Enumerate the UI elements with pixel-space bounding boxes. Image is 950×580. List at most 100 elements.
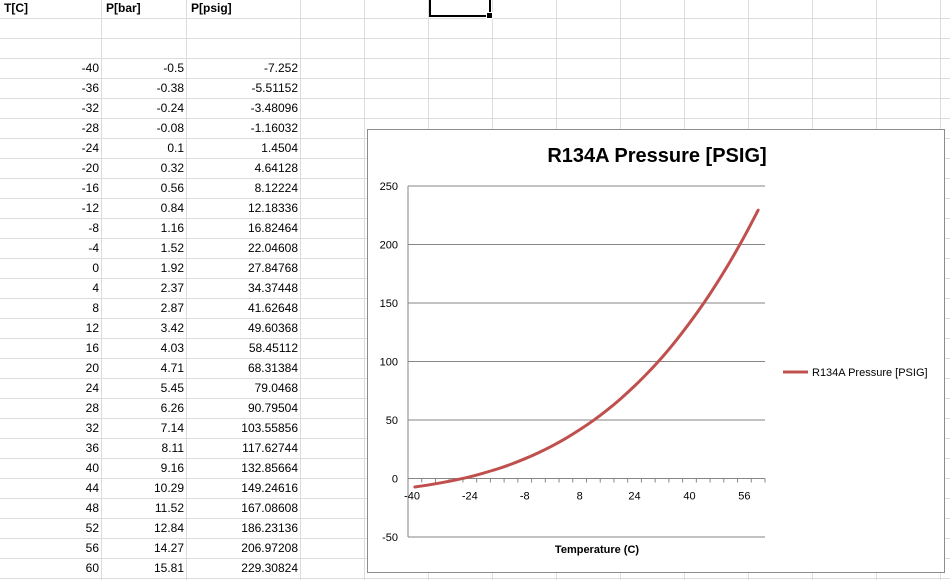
cell-p-psig[interactable]: 27.84768 bbox=[247, 261, 298, 275]
cell-p-bar[interactable]: 15.81 bbox=[153, 561, 184, 575]
header-cell-p-bar[interactable]: P[bar] bbox=[106, 1, 141, 15]
cell-p-psig[interactable]: 8.12224 bbox=[254, 181, 298, 195]
cell-temp-c[interactable]: -12 bbox=[81, 201, 99, 215]
cell-temp-c[interactable]: -4 bbox=[88, 241, 99, 255]
cell-p-bar[interactable]: -0.38 bbox=[156, 81, 184, 95]
cell-temp-c[interactable]: 12 bbox=[85, 321, 99, 335]
cell-temp-c[interactable]: 60 bbox=[85, 561, 99, 575]
grid-row-line bbox=[0, 118, 950, 119]
cell-p-bar[interactable]: -0.24 bbox=[156, 101, 184, 115]
cell-p-bar[interactable]: 12.84 bbox=[153, 521, 184, 535]
cell-temp-c[interactable]: -36 bbox=[81, 81, 99, 95]
cell-p-psig[interactable]: 22.04608 bbox=[247, 241, 298, 255]
data-point bbox=[427, 483, 430, 486]
cell-p-psig[interactable]: 103.55856 bbox=[241, 421, 298, 435]
data-point bbox=[468, 475, 471, 478]
chart-object[interactable]: R134A Pressure [PSIG] -50 0 50 100 150 200 250 -… bbox=[367, 129, 945, 573]
cell-temp-c[interactable]: 36 bbox=[85, 441, 99, 455]
grid-row-line bbox=[0, 98, 950, 99]
cell-p-bar[interactable]: 2.37 bbox=[160, 281, 184, 295]
cell-p-bar[interactable]: 4.71 bbox=[160, 361, 184, 375]
cell-p-bar[interactable]: 11.52 bbox=[154, 501, 184, 515]
fill-handle[interactable] bbox=[486, 12, 493, 19]
cell-p-psig[interactable]: 1.4504 bbox=[261, 141, 298, 155]
cell-p-psig[interactable]: 58.45112 bbox=[248, 341, 298, 355]
cell-p-psig[interactable]: 132.85664 bbox=[241, 461, 298, 475]
x-tick-label: 24 bbox=[628, 491, 640, 503]
cell-p-psig[interactable]: -3.48096 bbox=[250, 101, 298, 115]
cell-p-bar[interactable]: 0.56 bbox=[160, 181, 184, 195]
cell-p-psig[interactable]: 79.0468 bbox=[254, 381, 298, 395]
cell-p-bar[interactable]: 0.84 bbox=[160, 201, 184, 215]
x-tick-label: 8 bbox=[577, 491, 583, 503]
chart-svg: R134A Pressure [PSIG] -50 0 50 100 150 200 250 -… bbox=[380, 145, 928, 556]
cell-temp-c[interactable]: 16 bbox=[85, 341, 99, 355]
cell-p-bar[interactable]: 9.16 bbox=[160, 461, 184, 475]
cell-temp-c[interactable]: 56 bbox=[85, 541, 99, 555]
cell-p-psig[interactable]: -5.51152 bbox=[251, 81, 298, 95]
cell-temp-c[interactable]: -24 bbox=[81, 141, 99, 155]
cell-p-bar[interactable]: 6.26 bbox=[160, 401, 184, 415]
cell-temp-c[interactable]: 4 bbox=[92, 281, 99, 295]
cell-temp-c[interactable]: 20 bbox=[85, 361, 99, 375]
cell-p-bar[interactable]: 10.29 bbox=[153, 481, 184, 495]
data-point bbox=[702, 302, 705, 305]
cell-temp-c[interactable]: 8 bbox=[92, 301, 99, 315]
data-point bbox=[661, 356, 664, 359]
active-cell-selection[interactable] bbox=[429, 0, 493, 19]
cell-p-bar[interactable]: 1.16 bbox=[160, 221, 184, 235]
cell-p-psig[interactable]: 34.37448 bbox=[247, 281, 298, 295]
y-tick-label: 200 bbox=[380, 240, 398, 252]
cell-p-bar[interactable]: 7.14 bbox=[160, 421, 184, 435]
cell-temp-c[interactable]: 0 bbox=[92, 261, 99, 275]
cell-temp-c[interactable]: -8 bbox=[88, 221, 99, 235]
cell-p-bar[interactable]: 0.1 bbox=[167, 141, 184, 155]
cell-p-psig[interactable]: 186.23136 bbox=[241, 521, 298, 535]
header-cell-p-psig[interactable]: P[psig] bbox=[191, 1, 232, 15]
cell-p-bar[interactable]: 3.42 bbox=[160, 321, 184, 335]
cell-temp-c[interactable]: -16 bbox=[81, 181, 99, 195]
cell-temp-c[interactable]: 52 bbox=[85, 521, 99, 535]
y-tick-label: 50 bbox=[386, 415, 398, 427]
cell-p-bar[interactable]: 5.45 bbox=[160, 381, 184, 395]
cell-p-bar[interactable]: 4.03 bbox=[160, 341, 184, 355]
cell-p-psig[interactable]: 229.30824 bbox=[241, 561, 298, 575]
y-tick-label: 0 bbox=[392, 474, 398, 486]
cell-p-bar[interactable]: -0.08 bbox=[156, 121, 184, 135]
cell-p-psig[interactable]: -1.16032 bbox=[250, 121, 298, 135]
cell-temp-c[interactable]: -28 bbox=[81, 121, 99, 135]
data-point bbox=[619, 397, 622, 400]
cell-p-psig[interactable]: -7.252 bbox=[263, 61, 298, 75]
cell-temp-c[interactable]: 40 bbox=[85, 461, 99, 475]
cell-p-bar[interactable]: 8.11 bbox=[161, 441, 184, 455]
cell-temp-c[interactable]: 44 bbox=[85, 481, 99, 495]
cell-temp-c[interactable]: 32 bbox=[85, 421, 99, 435]
cell-p-psig[interactable]: 206.97208 bbox=[241, 541, 298, 555]
cell-p-psig[interactable]: 16.82464 bbox=[247, 221, 298, 235]
cell-p-bar[interactable]: 0.32 bbox=[160, 161, 184, 175]
x-tick-label: -8 bbox=[520, 491, 530, 503]
cell-p-psig[interactable]: 117.62744 bbox=[242, 441, 298, 455]
cell-p-bar[interactable]: 1.92 bbox=[160, 261, 184, 275]
cell-p-psig[interactable]: 149.24616 bbox=[241, 481, 298, 495]
cell-p-psig[interactable]: 12.18336 bbox=[247, 201, 298, 215]
cell-p-bar[interactable]: -0.5 bbox=[163, 61, 184, 75]
cell-p-psig[interactable]: 68.31384 bbox=[247, 361, 298, 375]
cell-temp-c[interactable]: 48 bbox=[85, 501, 99, 515]
data-point bbox=[729, 259, 732, 262]
data-point bbox=[633, 385, 636, 388]
cell-temp-c[interactable]: -20 bbox=[81, 161, 99, 175]
cell-p-psig[interactable]: 41.62648 bbox=[247, 301, 298, 315]
cell-temp-c[interactable]: -40 bbox=[81, 61, 99, 75]
cell-p-bar[interactable]: 1.52 bbox=[160, 241, 184, 255]
cell-p-bar[interactable]: 14.27 bbox=[153, 541, 184, 555]
header-cell-temp-c[interactable]: T[C] bbox=[4, 1, 28, 15]
cell-p-bar[interactable]: 2.87 bbox=[160, 301, 184, 315]
cell-p-psig[interactable]: 4.64128 bbox=[254, 161, 298, 175]
cell-temp-c[interactable]: -32 bbox=[81, 101, 99, 115]
cell-temp-c[interactable]: 28 bbox=[85, 401, 99, 415]
cell-p-psig[interactable]: 49.60368 bbox=[247, 321, 298, 335]
cell-p-psig[interactable]: 167.08608 bbox=[241, 501, 298, 515]
cell-temp-c[interactable]: 24 bbox=[85, 381, 99, 395]
cell-p-psig[interactable]: 90.79504 bbox=[247, 401, 298, 415]
